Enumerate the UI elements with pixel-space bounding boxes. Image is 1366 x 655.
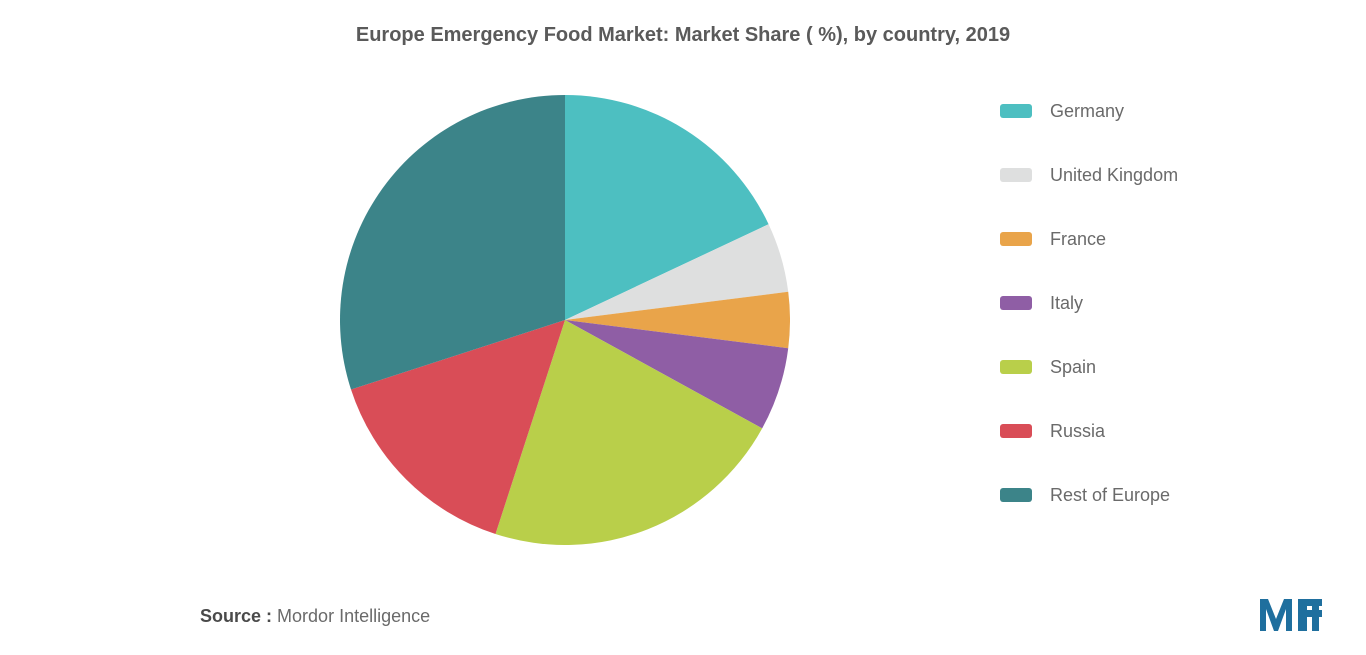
chart-title: Europe Emergency Food Market: Market Sha… xyxy=(0,24,1366,47)
pie-chart xyxy=(340,95,790,545)
legend-swatch-icon xyxy=(1000,424,1032,438)
legend-item-russia[interactable]: Russia xyxy=(1000,415,1178,447)
legend-item-germany[interactable]: Germany xyxy=(1000,95,1178,127)
legend-item-spain[interactable]: Spain xyxy=(1000,351,1178,383)
legend-item-united-kingdom[interactable]: United Kingdom xyxy=(1000,159,1178,191)
legend-label: Spain xyxy=(1050,357,1096,378)
legend-item-rest-of-europe[interactable]: Rest of Europe xyxy=(1000,479,1178,511)
legend: Germany United Kingdom France Italy Spain Rus… xyxy=(1000,95,1178,511)
legend-swatch-icon xyxy=(1000,168,1032,182)
source-line: Source : Mordor Intelligence xyxy=(200,606,430,627)
legend-swatch-icon xyxy=(1000,296,1032,310)
legend-label: Germany xyxy=(1050,101,1124,122)
legend-label: United Kingdom xyxy=(1050,165,1178,186)
legend-label: Italy xyxy=(1050,293,1083,314)
source-label: Source : xyxy=(200,606,272,626)
source-value: Mordor Intelligence xyxy=(277,606,430,626)
chart-container: Europe Emergency Food Market: Market Sha… xyxy=(0,0,1366,655)
legend-label: Rest of Europe xyxy=(1050,485,1170,506)
legend-swatch-icon xyxy=(1000,104,1032,118)
legend-item-france[interactable]: France xyxy=(1000,223,1178,255)
legend-swatch-icon xyxy=(1000,488,1032,502)
brand-logo xyxy=(1258,593,1328,633)
legend-swatch-icon xyxy=(1000,232,1032,246)
legend-swatch-icon xyxy=(1000,360,1032,374)
legend-label: Russia xyxy=(1050,421,1105,442)
legend-item-italy[interactable]: Italy xyxy=(1000,287,1178,319)
legend-label: France xyxy=(1050,229,1106,250)
